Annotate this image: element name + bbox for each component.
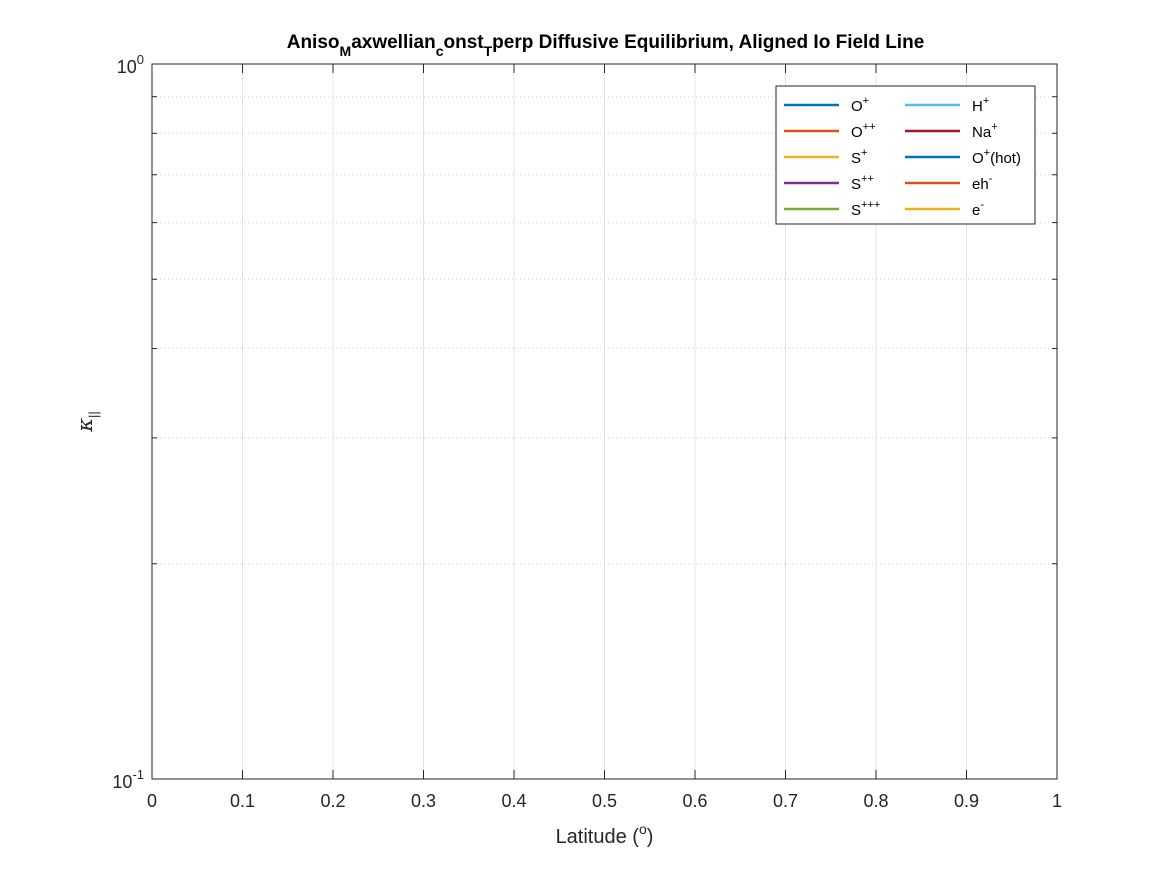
legend-label-superscript: + xyxy=(991,121,997,133)
y-axis-label: κ|| xyxy=(73,411,101,433)
legend-label-superscript: ++ xyxy=(863,121,876,133)
title-subscript: M xyxy=(340,43,352,59)
legend-label-superscript: + xyxy=(863,95,869,107)
legend-label-base: H xyxy=(972,98,983,115)
x-tick-label: 0 xyxy=(147,791,157,811)
legend-entry[interactable]: eh- xyxy=(905,173,993,193)
x-label-superscript: o xyxy=(639,821,647,837)
legend-entry[interactable]: S+ xyxy=(784,147,867,167)
legend-entry[interactable]: S+++ xyxy=(784,199,880,219)
legend-label-base: S xyxy=(851,150,861,167)
y-tick-exponent: -1 xyxy=(132,767,144,782)
title-segment: axwellian xyxy=(351,32,436,53)
title-segment: onst xyxy=(443,32,484,53)
x-tick-labels: 0 0.1 0.2 0.3 0.4 0.5 0.6 0.7 0.8 0.9 1 xyxy=(147,791,1062,811)
legend-label-base: S xyxy=(851,176,861,193)
legend-label: S++ xyxy=(851,173,874,193)
legend-label-base: S xyxy=(851,202,861,219)
x-tick-label: 0.1 xyxy=(230,791,255,811)
x-tick-label: 0.9 xyxy=(954,791,979,811)
legend-label-superscript: + xyxy=(984,147,990,159)
y-tick-exponent: 0 xyxy=(137,52,144,67)
legend-entry[interactable]: O+ xyxy=(784,95,869,115)
x-label-text: Latitude ( xyxy=(556,826,640,848)
x-tick-label: 0.4 xyxy=(501,791,526,811)
x-tick-label: 0.7 xyxy=(773,791,798,811)
y-tick-base: 10 xyxy=(112,772,132,792)
legend-entry[interactable]: e- xyxy=(905,199,984,219)
x-tick-label: 0.3 xyxy=(411,791,436,811)
legend-label: O++ xyxy=(851,121,876,141)
legend-label: Na+ xyxy=(972,121,998,141)
legend-label-base: Na xyxy=(972,124,992,141)
legend-label-superscript: + xyxy=(861,147,867,159)
legend-entry[interactable]: H+ xyxy=(905,95,989,115)
x-label-tail: ) xyxy=(647,826,654,848)
x-tick-label: 0.8 xyxy=(863,791,888,811)
legend-label-superscript: +++ xyxy=(861,199,880,211)
legend-label-base: O xyxy=(851,124,863,141)
legend-label: O+ xyxy=(851,95,869,115)
y-tick-label: 100 xyxy=(117,52,144,77)
legend-label: eh- xyxy=(972,173,993,193)
y-tick-label: 10-1 xyxy=(112,767,144,792)
x-tick-label: 0.2 xyxy=(320,791,345,811)
title-subscript: c xyxy=(436,43,444,59)
legend-label: O+(hot) xyxy=(972,147,1021,167)
legend-entry[interactable]: S++ xyxy=(784,173,874,193)
legend-label-superscript: - xyxy=(989,173,993,185)
y-label-subscript: || xyxy=(86,411,101,418)
chart-title: AnisoMaxwellianconstTperp Diffusive Equi… xyxy=(287,32,925,59)
y-label-symbol: κ xyxy=(73,418,97,433)
axis-ticks xyxy=(151,63,1058,780)
legend-label: e- xyxy=(972,199,984,219)
title-segment: perp Diffusive Equilibrium, Aligned Io F… xyxy=(492,32,924,53)
legend-label-superscript: - xyxy=(980,199,984,211)
legend-label-superscript: + xyxy=(983,95,989,107)
legend-label: S+ xyxy=(851,147,867,167)
legend-label-base: e xyxy=(972,202,980,219)
title-segment: Aniso xyxy=(287,32,340,53)
legend-label: S+++ xyxy=(851,199,880,219)
legend-entry[interactable]: O+(hot) xyxy=(905,147,1021,167)
legend-label-tail: (hot) xyxy=(990,150,1021,167)
x-axis-label: Latitude (o) xyxy=(556,821,654,848)
x-tick-label: 0.5 xyxy=(592,791,617,811)
legend-label-superscript: ++ xyxy=(861,173,874,185)
x-tick-label: 1 xyxy=(1052,791,1062,811)
legend-label-base: O xyxy=(851,98,863,115)
legend-label-base: O xyxy=(972,150,984,167)
legend-entry[interactable]: O++ xyxy=(784,121,876,141)
legend-entry[interactable]: Na+ xyxy=(905,121,998,141)
legend-box xyxy=(775,85,1036,225)
legend[interactable]: O+O++S+S++S+++H+Na+O+(hot)eh-e- xyxy=(775,85,1036,225)
title-subscript: T xyxy=(484,43,493,59)
x-tick-label: 0.6 xyxy=(682,791,707,811)
legend-label: H+ xyxy=(972,95,989,115)
y-tick-base: 10 xyxy=(117,57,137,77)
legend-label-base: eh xyxy=(972,176,989,193)
y-label-text: κ|| xyxy=(73,411,101,433)
